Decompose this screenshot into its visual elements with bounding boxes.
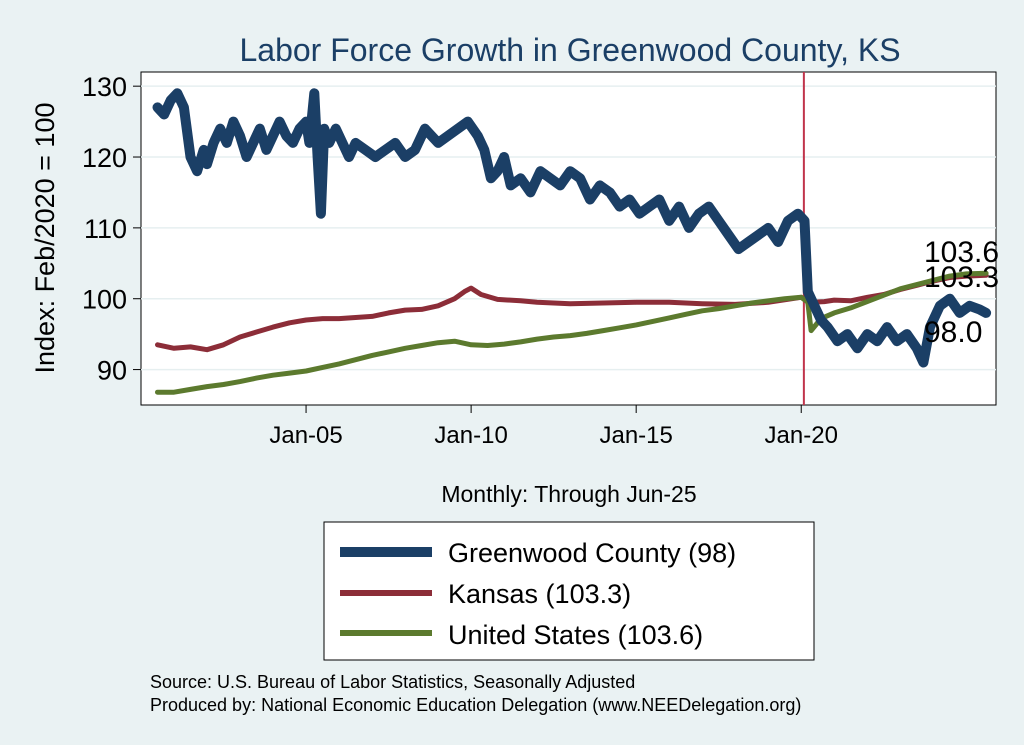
legend: Greenwood County (98) Kansas (103.3) Uni… xyxy=(323,521,815,661)
legend-label-united-states: United States (103.6) xyxy=(448,620,703,650)
y-axis: 90 100 110 120 130 xyxy=(82,72,141,386)
series-line-united-states xyxy=(155,270,989,395)
y-tick-label-120: 120 xyxy=(82,143,127,173)
x-tick-label-1: Jan-10 xyxy=(434,422,507,449)
y-tick-label-130: 130 xyxy=(82,72,127,102)
end-label-united-states: 103.6 xyxy=(924,236,999,269)
y-tick-label-90: 90 xyxy=(97,356,127,386)
x-tick-label-0: Jan-05 xyxy=(269,422,342,449)
y-tick-label-110: 110 xyxy=(84,214,127,244)
x-axis: Jan-05 Jan-10 Jan-15 Jan-20 xyxy=(269,405,838,449)
chart-title: Labor Force Growth in Greenwood County, … xyxy=(239,32,900,68)
series-line-kansas xyxy=(155,272,989,353)
legend-label-kansas: Kansas (103.3) xyxy=(448,579,631,609)
end-label-greenwood: 98.0 xyxy=(924,316,982,349)
produced-by-note: Produced by: National Economic Education… xyxy=(150,695,801,715)
x-axis-label: Monthly: Through Jun-25 xyxy=(441,481,696,507)
end-label-kansas: 103.3 xyxy=(924,261,999,294)
y-tick-label-100: 100 xyxy=(82,285,127,315)
source-note: Source: U.S. Bureau of Labor Statistics,… xyxy=(150,672,635,692)
x-tick-label-3: Jan-20 xyxy=(765,422,838,449)
plot-area xyxy=(140,71,997,406)
series-line-greenwood-county xyxy=(152,88,992,368)
series-lines xyxy=(152,88,992,395)
x-tick-label-2: Jan-15 xyxy=(599,422,672,449)
y-axis-label: Index: Feb/2020 = 100 xyxy=(30,103,60,374)
legend-label-greenwood: Greenwood County (98) xyxy=(448,538,736,568)
